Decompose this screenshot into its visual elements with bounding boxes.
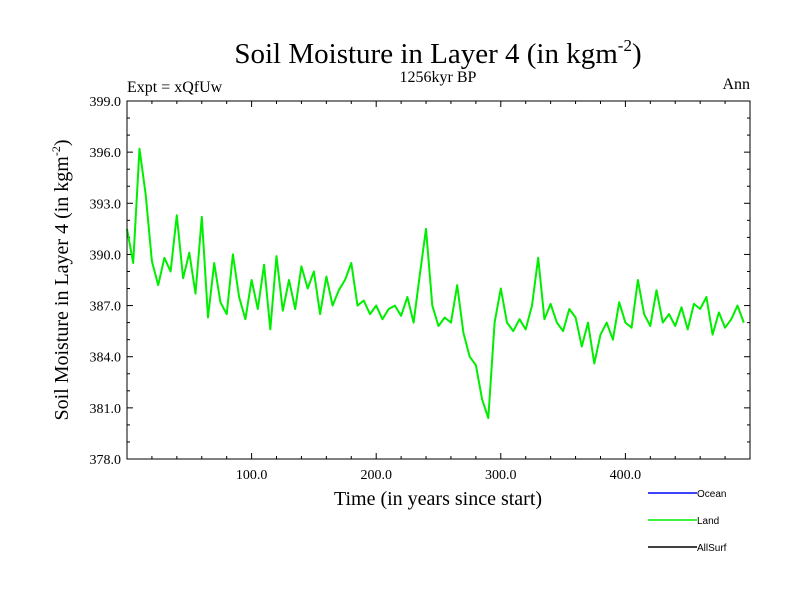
legend-label-ocean: Ocean [697,489,726,500]
y-tick-label: 384.0 [90,351,122,366]
x-tick-label: 400.0 [610,468,642,483]
y-axis-label: Soil Moisture in Layer 4 (in kgm-2) [49,139,73,420]
x-tick-label: 100.0 [236,468,268,483]
legend-label-land: Land [697,516,719,527]
y-tick-label: 378.0 [90,453,122,468]
chart-subtitle: 1256kyr BP [400,69,477,86]
x-tick-label: 300.0 [485,468,517,483]
series-line-land [126,147,745,420]
experiment-label: Expt = xQfUw [127,79,223,96]
x-tick-label: 200.0 [360,468,392,483]
x-axis-ticks: 100.0 200.0 300.0 400.0 [151,101,726,483]
y-tick-label: 387.0 [90,300,122,315]
y-tick-label: 393.0 [90,197,122,212]
y-axis-ticks: 378.0 381.0 384.0 387.0 390.0 393.0 396.0 399.0 [90,95,750,468]
x-axis-label: Time (in years since start) [334,488,542,510]
y-tick-label: 399.0 [90,95,122,110]
y-tick-label: 390.0 [90,248,122,263]
chart-title: Soil Moisture in Layer 4 (in kgm-2) [234,36,641,70]
season-label: Ann [722,76,750,93]
y-tick-label: 381.0 [90,402,122,417]
series-lines [126,147,745,420]
plot-frame [126,100,751,460]
legend-label-allsurf: AllSurf [697,543,727,554]
y-tick-label: 396.0 [90,146,122,161]
legend: Ocean Land AllSurf [648,489,727,554]
